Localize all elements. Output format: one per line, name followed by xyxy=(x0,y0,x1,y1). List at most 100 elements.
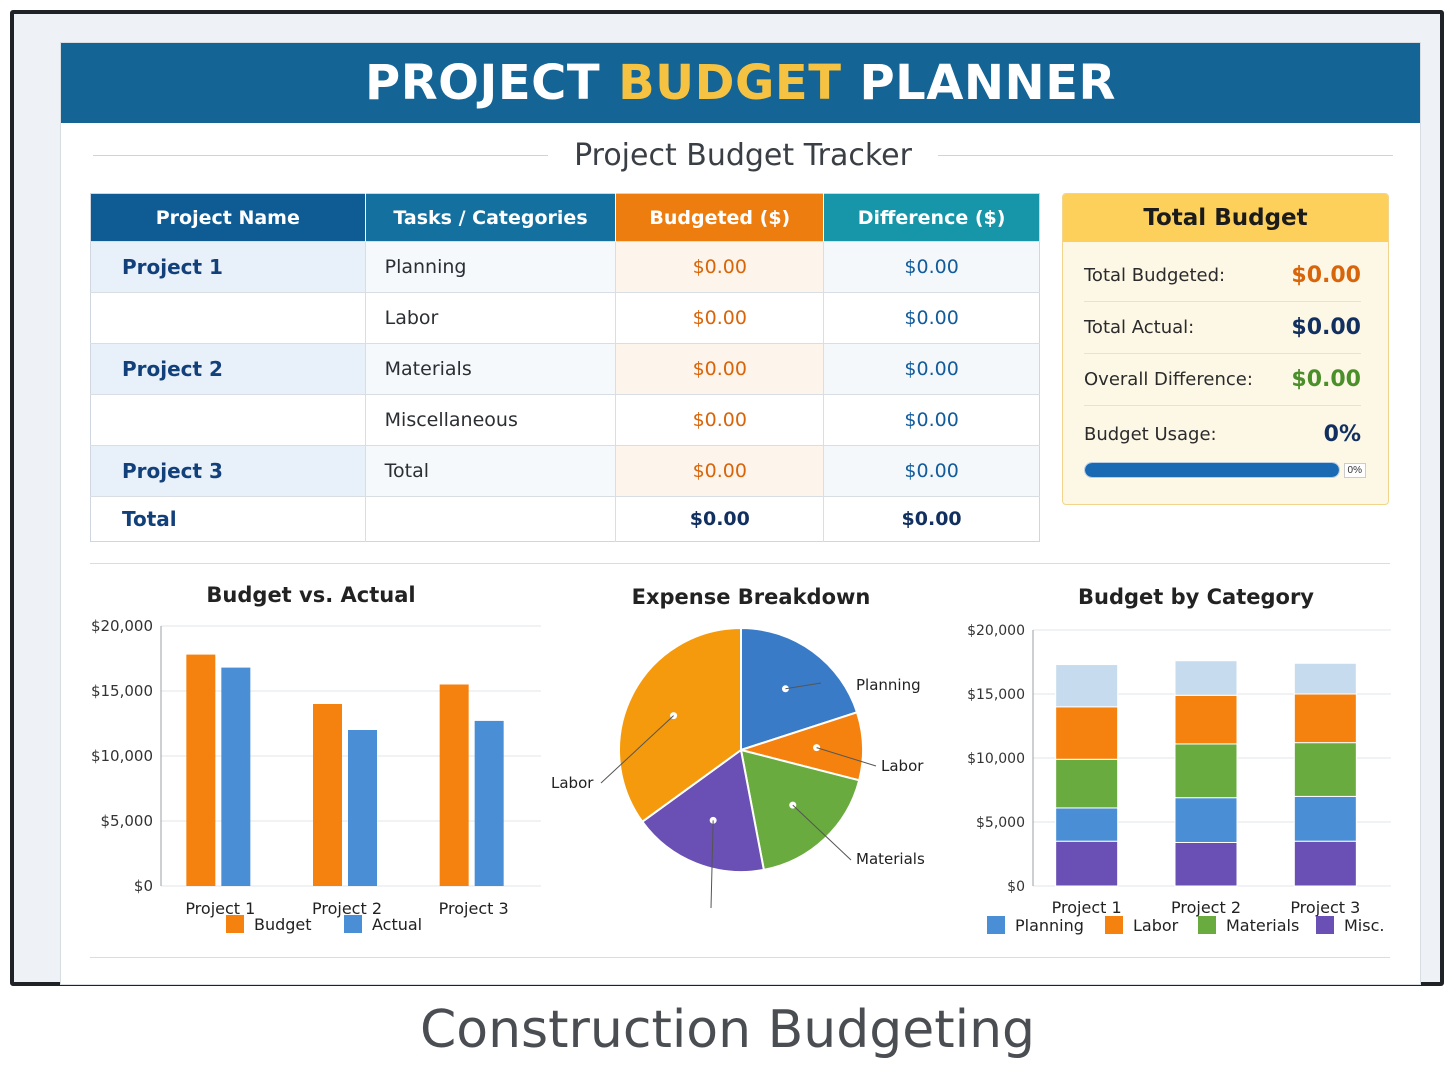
progress-track xyxy=(1084,462,1340,478)
table-row: Project 1 Planning $0.00 $0.00 xyxy=(90,241,1040,293)
stacked-bar-segment xyxy=(1055,664,1119,708)
stacked-bar-segment xyxy=(1174,841,1238,887)
cell-project-name[interactable] xyxy=(90,292,366,344)
progress-fill xyxy=(1085,463,1339,477)
stacked-bar-segment xyxy=(1055,807,1119,842)
bar-actual xyxy=(348,730,377,886)
title-banner: PROJECT BUDGET PLANNER xyxy=(61,43,1420,123)
cell-task[interactable]: Planning xyxy=(365,241,617,293)
cell-budgeted[interactable]: $0.00 xyxy=(615,292,825,344)
subtitle-rule-left xyxy=(93,154,549,156)
stacked-bar-segment xyxy=(1293,742,1357,797)
pie-leader-line xyxy=(785,682,822,690)
col-header-tasks[interactable]: Tasks / Categories xyxy=(365,193,617,242)
budget-by-category-chart: $0 $5,000 $10,000 $15,000 $20,000 Project 1 Pr… xyxy=(967,623,1391,935)
legend-swatch xyxy=(1198,916,1216,934)
pie-slice-materials xyxy=(739,748,861,872)
total-actual-label: Total Actual: xyxy=(1084,317,1195,338)
y-tick-label: $20,000 xyxy=(967,623,1025,639)
legend-swatch xyxy=(344,915,362,933)
cell-total-budgeted: $0.00 xyxy=(615,496,825,542)
legend-label: Misc. xyxy=(1344,916,1384,935)
subtitle-rule-right xyxy=(937,154,1393,156)
pie-label-dot xyxy=(781,685,789,693)
stacked-bar-segment xyxy=(1293,693,1357,744)
table-header-row: Project Name Tasks / Categories Budgeted… xyxy=(90,193,1040,242)
col-header-difference[interactable]: Difference ($) xyxy=(823,193,1040,242)
y-tick-label: $5,000 xyxy=(101,812,154,830)
legend-swatch xyxy=(226,915,244,933)
stacked-bar-segment xyxy=(1293,840,1357,887)
cell-total-difference: $0.00 xyxy=(823,496,1040,542)
banner-word-planner: PLANNER xyxy=(859,55,1116,111)
total-actual-value: $0.00 xyxy=(1291,315,1361,340)
cell-budgeted[interactable]: $0.00 xyxy=(615,241,825,293)
stacked-bar-segment xyxy=(1293,662,1357,695)
page-frame: PROJECT BUDGET PLANNER Project Budget Tr… xyxy=(10,10,1444,986)
stacked-bar-segment xyxy=(1174,694,1238,745)
budget-table: Project Name Tasks / Categories Budgeted… xyxy=(90,193,1040,542)
cell-project-name[interactable]: Project 1 xyxy=(90,241,366,293)
cell-difference[interactable]: $0.00 xyxy=(823,394,1040,446)
x-tick-label: Project 2 xyxy=(1171,898,1241,917)
table-total-row: Total $0.00 $0.00 xyxy=(90,496,1040,542)
col-header-project-name[interactable]: Project Name xyxy=(90,193,366,242)
cell-budgeted[interactable]: $0.00 xyxy=(615,445,825,497)
overall-difference-label: Overall Difference: xyxy=(1084,369,1253,390)
overall-difference-value: $0.00 xyxy=(1291,367,1361,392)
cell-project-name[interactable]: Project 2 xyxy=(90,343,366,395)
cell-project-name[interactable]: Project 3 xyxy=(90,445,366,497)
bottom-divider xyxy=(90,957,1390,958)
cell-budgeted[interactable]: $0.00 xyxy=(615,394,825,446)
banner-word-budget: BUDGET xyxy=(618,55,842,111)
budget-usage-row: Budget Usage: 0% xyxy=(1084,408,1361,460)
chart-title-expense-breakdown: Expense Breakdown xyxy=(631,585,871,609)
cell-task[interactable]: Miscellaneous xyxy=(365,394,617,446)
y-tick-label: $0 xyxy=(1007,879,1025,895)
total-budgeted-label: Total Budgeted: xyxy=(1084,265,1226,286)
cell-difference[interactable]: $0.00 xyxy=(823,292,1040,344)
budget-usage-label: Budget Usage: xyxy=(1084,423,1217,445)
col-header-budgeted[interactable]: Budgeted ($) xyxy=(615,193,825,242)
cell-total-label: Total xyxy=(90,496,366,542)
cell-difference[interactable]: $0.00 xyxy=(823,241,1040,293)
pie-slice-misc xyxy=(640,748,766,873)
cell-task[interactable]: Total xyxy=(365,445,617,497)
chart-title-budget-vs-actual: Budget vs. Actual xyxy=(206,583,416,607)
footer-caption: Construction Budgeting xyxy=(419,1000,1036,1060)
legend-label: Actual xyxy=(372,915,422,934)
legend-swatch xyxy=(1105,916,1123,934)
cell-budgeted[interactable]: $0.00 xyxy=(615,343,825,395)
stacked-bar-segment xyxy=(1174,743,1238,799)
pie-label: Labor xyxy=(881,757,924,775)
x-tick-label: Project 3 xyxy=(1290,898,1360,917)
stacked-bar-segment xyxy=(1174,797,1238,843)
bar-budget xyxy=(313,704,342,886)
table-row: Project 3 Total $0.00 $0.00 xyxy=(90,445,1040,497)
overall-difference-row: Overall Difference: $0.00 xyxy=(1084,354,1361,406)
cell-difference[interactable]: $0.00 xyxy=(823,445,1040,497)
y-tick-label: $0 xyxy=(134,877,153,895)
cell-task[interactable]: Labor xyxy=(365,292,617,344)
bar-actual xyxy=(474,720,504,886)
legend-label: Budget xyxy=(254,915,312,934)
pie-label: Labor xyxy=(551,774,594,792)
section-divider xyxy=(90,563,1390,564)
budget-vs-actual-chart: $0 $5,000 $10,000 $15,000 $20,000 Project 1 Pr… xyxy=(91,617,541,934)
stacked-bar-segment xyxy=(1055,706,1119,760)
cell-task[interactable]: Materials xyxy=(365,343,617,395)
cell-difference[interactable]: $0.00 xyxy=(823,343,1040,395)
stacked-bar-segment xyxy=(1293,795,1357,842)
legend-label: Planning xyxy=(1015,916,1084,935)
cell-project-name[interactable] xyxy=(90,394,366,446)
x-tick-label: Project 1 xyxy=(1052,898,1122,917)
legend-swatch xyxy=(987,916,1005,934)
y-tick-label: $5,000 xyxy=(976,815,1025,831)
total-budget-title: Total Budget xyxy=(1063,194,1388,242)
table-row: Labor $0.00 $0.00 xyxy=(90,292,1040,344)
y-tick-label: $15,000 xyxy=(967,687,1025,703)
budget-usage-value: 0% xyxy=(1323,421,1361,447)
table-row: Miscellaneous $0.00 $0.00 xyxy=(90,394,1040,446)
pie-leader-line xyxy=(600,715,674,784)
